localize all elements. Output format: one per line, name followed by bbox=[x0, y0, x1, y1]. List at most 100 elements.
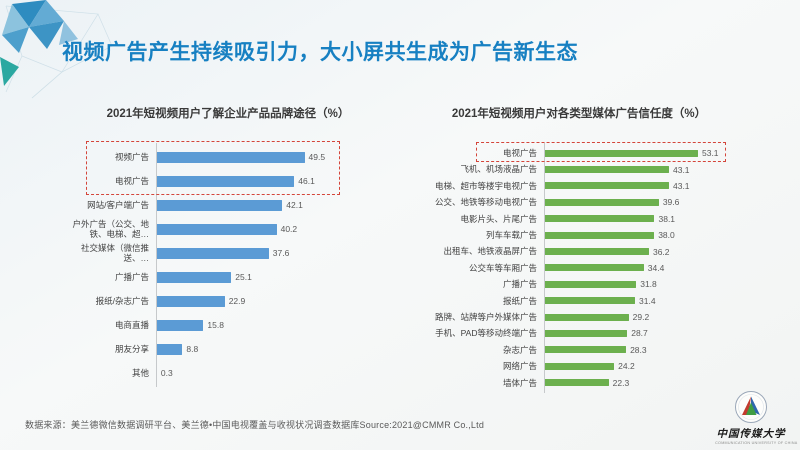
bar-value: 25.1 bbox=[235, 272, 252, 282]
bar-zone: 24.2 bbox=[544, 361, 738, 371]
bar-value: 43.1 bbox=[672, 164, 690, 175]
slide-title: 视频广告产生持续吸引力，大小屏共生成为广告新生态 bbox=[62, 41, 578, 64]
bar-value: 46.1 bbox=[298, 176, 315, 186]
chart-row: 出租车、地铁液晶屏广告 36.2 bbox=[420, 243, 738, 259]
bar bbox=[544, 149, 698, 157]
bar-label: 报纸/杂志广告 bbox=[95, 295, 149, 306]
axis-line bbox=[156, 143, 157, 387]
chart-row: 其他 0.3 bbox=[60, 361, 396, 385]
axis-line bbox=[544, 143, 545, 393]
chart-row: 社交媒体（微信推送、… 37.6 bbox=[60, 241, 396, 265]
bar-zone: 38.0 bbox=[544, 230, 738, 240]
bar bbox=[544, 198, 659, 206]
chart-row: 电影片头、片尾广告 38.1 bbox=[420, 211, 738, 227]
bar-label: 路牌、站牌等户外媒体广告 bbox=[434, 312, 537, 322]
bar-zone: 40.2 bbox=[156, 223, 396, 235]
chart-row: 公交、地铁等移动电视广告 39.6 bbox=[420, 194, 738, 210]
bar bbox=[156, 151, 305, 163]
university-name-en: COMMUNICATION UNIVERSITY OF CHINA bbox=[715, 439, 798, 445]
bar-zone: 37.6 bbox=[156, 247, 396, 259]
bar-value: 38.1 bbox=[658, 213, 676, 224]
bar-zone: 28.3 bbox=[544, 345, 738, 355]
bar-zone: 28.7 bbox=[544, 328, 738, 338]
bar bbox=[156, 319, 204, 331]
bar-value: 39.6 bbox=[662, 197, 680, 208]
bar-value: 31.4 bbox=[639, 295, 656, 306]
bar-label: 电视广告 bbox=[502, 148, 537, 159]
bar-zone: 25.1 bbox=[156, 271, 396, 283]
bar-zone: 22.3 bbox=[544, 378, 738, 388]
bar bbox=[156, 343, 183, 355]
chart-row: 墙体广告 22.3 bbox=[420, 374, 738, 390]
bar bbox=[544, 182, 669, 190]
bar bbox=[156, 199, 283, 211]
bar bbox=[544, 379, 609, 387]
bar-label: 电梯、超市等楼宇电视广告 bbox=[434, 180, 537, 191]
university-name: 中国传媒大学 bbox=[716, 429, 786, 441]
bar bbox=[544, 280, 637, 288]
chart-row: 杂志广告 28.3 bbox=[420, 342, 738, 358]
bar-label: 电商直播 bbox=[114, 319, 149, 330]
bar-zone: 46.1 bbox=[156, 175, 396, 187]
bar-zone: 31.4 bbox=[544, 296, 738, 306]
bar-zone: 22.9 bbox=[156, 295, 396, 307]
bar bbox=[544, 346, 627, 354]
bar-zone: 43.1 bbox=[544, 165, 738, 175]
bar-value: 40.2 bbox=[280, 224, 298, 234]
bar bbox=[156, 295, 225, 307]
bar-zone: 29.2 bbox=[544, 312, 738, 322]
bar-label: 公交、地铁等移动电视广告 bbox=[434, 197, 537, 208]
bar-label: 公交车等车厢广告 bbox=[468, 262, 537, 273]
bar-value: 53.1 bbox=[701, 148, 719, 159]
bar-value: 28.3 bbox=[630, 344, 647, 355]
bar bbox=[544, 313, 629, 321]
bar-value: 29.2 bbox=[632, 312, 650, 323]
bar-zone: 39.6 bbox=[544, 197, 738, 207]
bar-value: 43.1 bbox=[672, 180, 690, 191]
bar-value: 42.1 bbox=[286, 200, 303, 210]
bar-label: 视频广告 bbox=[114, 151, 149, 162]
bar-zone: 0.3 bbox=[156, 367, 396, 379]
bar bbox=[156, 247, 269, 259]
bar-value: 38.0 bbox=[658, 230, 675, 241]
chart-row: 网站/客户端广告 42.1 bbox=[60, 193, 396, 217]
chart-row: 列车车载广告 38.0 bbox=[420, 227, 738, 243]
chart-panel-ad-trust: 2021年短视频用户对各类型媒体广告信任度（%） 电视广告 53.1 飞机、机场液晶… bbox=[420, 105, 738, 393]
bar-value: 22.9 bbox=[228, 296, 246, 306]
data-source-note: 数据来源：美兰德微信数据调研平台、美兰德•中国电视覆盖与收视状况调查数据库Sou… bbox=[25, 420, 485, 430]
bar bbox=[544, 264, 644, 272]
chart-row: 网络广告 24.2 bbox=[420, 358, 738, 374]
bar-label: 飞机、机场液晶广告 bbox=[460, 164, 537, 175]
bar-label: 墙体广告 bbox=[502, 377, 537, 388]
chart-panel-brand-awareness: 2021年短视频用户了解企业产品品牌途径（%） 视频广告 49.5 电视广告 46.1… bbox=[60, 105, 396, 387]
bar bbox=[544, 297, 636, 305]
bar bbox=[156, 271, 232, 283]
bar-value: 37.6 bbox=[272, 248, 290, 258]
chart-title: 2021年短视频用户了解企业产品品牌途径（%） bbox=[106, 108, 350, 120]
chart-row: 电视广告 53.1 bbox=[420, 145, 738, 161]
chart-title: 2021年短视频用户对各类型媒体广告信任度（%） bbox=[451, 108, 707, 120]
chart-row: 广播广告 25.1 bbox=[60, 265, 396, 289]
bar-value: 24.2 bbox=[618, 361, 635, 372]
bar-chart-brand-awareness: 视频广告 49.5 电视广告 46.1 网站/客户端广告 42.1 户外广告（公交、地铁、电… bbox=[60, 141, 396, 387]
bar-label: 电影片头、片尾广告 bbox=[460, 213, 537, 224]
chart-row: 报纸广告 31.4 bbox=[420, 293, 738, 309]
chart-row: 广播广告 31.8 bbox=[420, 276, 738, 292]
bar-zone: 43.1 bbox=[544, 181, 738, 191]
bar-label: 其他 bbox=[131, 367, 149, 378]
bar bbox=[544, 215, 655, 223]
bar-value: 0.3 bbox=[160, 368, 173, 378]
bar-value: 36.2 bbox=[652, 246, 670, 257]
bar-label: 社交媒体（微信推送、… bbox=[80, 242, 149, 263]
bar-label: 网络广告 bbox=[502, 361, 537, 372]
bar-label: 广播广告 bbox=[114, 271, 149, 282]
bar-zone: 34.4 bbox=[544, 263, 738, 273]
chart-row: 视频广告 49.5 bbox=[60, 145, 396, 169]
bar-value: 15.8 bbox=[207, 320, 224, 330]
chart-row: 电梯、超市等楼宇电视广告 43.1 bbox=[420, 178, 738, 194]
bar-label: 报纸广告 bbox=[502, 295, 537, 306]
bar-label: 列车车载广告 bbox=[485, 230, 537, 241]
university-emblem-icon bbox=[735, 391, 767, 424]
chart-row: 电视广告 46.1 bbox=[60, 169, 396, 193]
bar-value: 31.8 bbox=[640, 279, 657, 290]
